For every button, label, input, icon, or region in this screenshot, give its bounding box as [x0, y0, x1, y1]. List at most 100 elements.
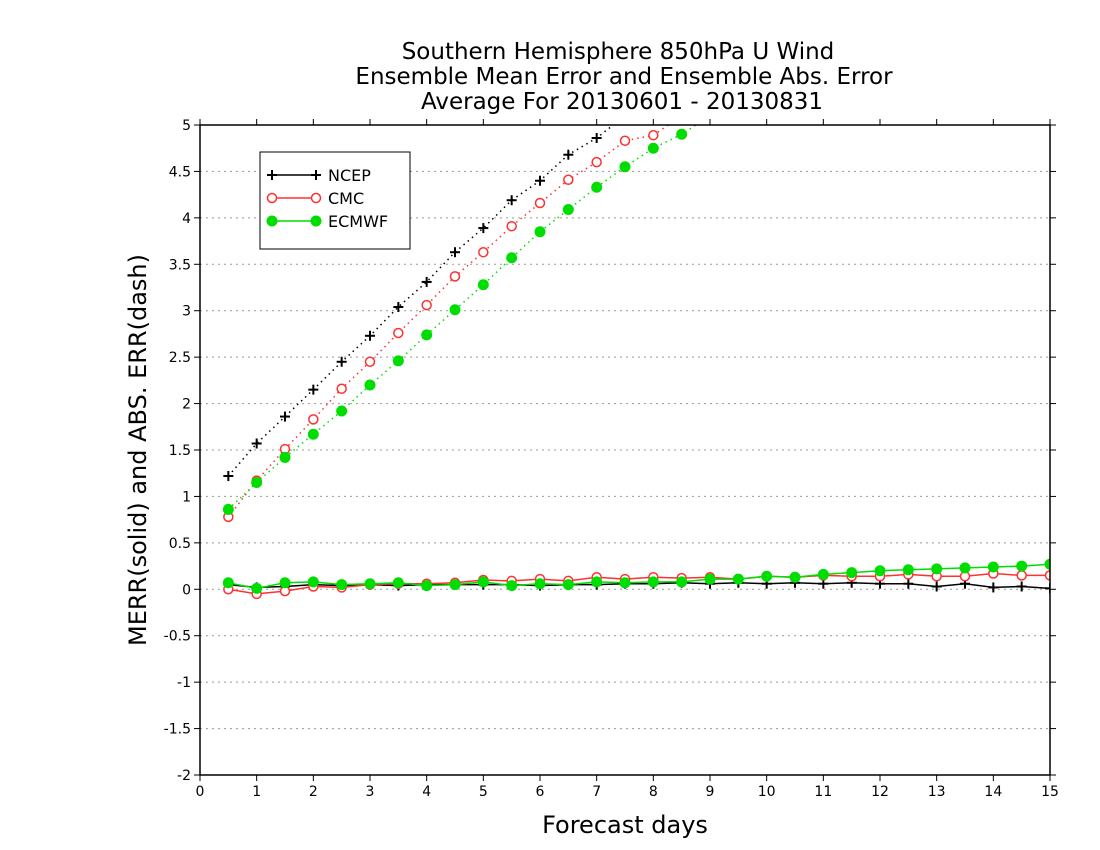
open-circle-marker	[506, 220, 517, 232]
plus-marker	[478, 223, 489, 234]
filled-circle-marker	[251, 477, 263, 488]
y-tick-label: -1.5	[164, 722, 191, 738]
ecmwf-abs-error-markers	[222, 128, 688, 515]
filled-circle-marker	[449, 579, 461, 591]
y-tick-label: 3	[182, 304, 191, 320]
legend-box	[259, 151, 411, 250]
y-tick-label: 2.5	[169, 350, 191, 366]
title-line-3: Average For 20130601 - 20130831	[421, 89, 823, 115]
open-circle-marker	[1044, 570, 1050, 581]
open-circle-marker	[310, 192, 322, 204]
x-tick-label: 12	[871, 784, 889, 800]
filled-circle-marker	[392, 577, 404, 589]
y-tick-label: 3.5	[169, 257, 191, 273]
filled-circle-marker	[846, 567, 858, 579]
open-circle-marker	[563, 174, 574, 186]
open-circle-marker	[534, 197, 546, 209]
x-tick-label: 14	[984, 784, 1002, 800]
plus-marker	[1045, 583, 1050, 594]
x-tick-label: 15	[1041, 784, 1059, 800]
filled-circle-marker	[562, 204, 574, 215]
filled-circle-marker	[817, 568, 829, 580]
y-tick-label: 0.5	[169, 536, 191, 552]
legend-label-ncep: NCEP	[328, 166, 371, 185]
plus-marker	[308, 384, 319, 395]
y-tick-label: 4.5	[169, 164, 191, 180]
open-circle-marker	[336, 383, 347, 394]
plus-marker	[311, 170, 321, 180]
legend: NCEP CMC ECMWF	[259, 151, 411, 250]
filled-circle-marker	[902, 564, 914, 576]
open-circle-marker	[308, 414, 319, 425]
y-tick-label: 0	[182, 582, 191, 598]
y-tick-label: 4	[182, 211, 191, 227]
y-tick-label: 2	[182, 397, 191, 413]
filled-circle-marker	[647, 576, 659, 588]
filled-circle-marker	[279, 577, 291, 589]
open-circle-marker	[648, 129, 659, 141]
open-circle-marker	[619, 135, 631, 147]
plus-marker	[591, 133, 602, 143]
legend-entry-ncep: NCEP	[267, 166, 371, 185]
x-tick-label: 9	[706, 784, 715, 800]
filled-circle-marker	[591, 181, 603, 193]
y-tick-label: -2	[177, 768, 191, 784]
filled-circle-marker	[506, 252, 518, 264]
open-circle-marker	[266, 192, 278, 204]
filled-circle-marker	[307, 576, 319, 588]
filled-circle-marker	[251, 582, 263, 594]
plus-marker	[1016, 581, 1027, 592]
filled-circle-marker	[874, 565, 886, 577]
filled-circle-marker	[477, 576, 489, 588]
filled-circle-marker	[789, 571, 801, 583]
filled-circle-marker	[222, 577, 234, 589]
filled-circle-marker	[310, 215, 322, 227]
filled-circle-marker	[534, 226, 546, 238]
y-tick-label: 1	[182, 489, 191, 505]
x-tick-label: 4	[422, 784, 431, 800]
filled-circle-marker	[619, 577, 631, 589]
open-circle-marker	[1016, 570, 1027, 581]
ncep-abs-error-markers	[223, 133, 602, 481]
x-tick-label: 10	[758, 784, 776, 800]
chart-title: Southern Hemisphere 850hPa U Wind Ensemb…	[355, 39, 893, 115]
x-tick-label: 5	[479, 784, 488, 800]
plot-frame	[199, 124, 1051, 776]
filled-circle-marker	[676, 128, 688, 140]
x-axis-ticks: 0 1 2 3 4 5 6 7 8 9 10 11 12 13 14 15	[196, 119, 1059, 800]
filled-circle-marker	[1044, 558, 1050, 570]
y-axis-label: MERR(solid) and ABS. ERR(dash)	[124, 254, 152, 646]
filled-circle-marker	[562, 579, 574, 591]
x-tick-label: 1	[252, 784, 261, 800]
filled-circle-marker	[732, 573, 744, 585]
plus-marker	[988, 582, 999, 593]
filled-circle-marker	[449, 304, 461, 316]
open-circle-marker	[591, 156, 602, 168]
filled-circle-marker	[987, 561, 999, 573]
filled-circle-marker	[619, 161, 631, 173]
plus-marker	[393, 302, 404, 312]
plus-marker	[450, 247, 460, 258]
legend-label-ecmwf: ECMWF	[328, 212, 388, 231]
filled-circle-marker	[761, 570, 773, 582]
plus-marker	[506, 195, 517, 206]
y-tick-label: 5	[182, 118, 191, 134]
plus-marker	[280, 411, 290, 422]
legend-label-cmc: CMC	[328, 189, 364, 208]
y-tick-label: -0.5	[164, 629, 191, 645]
cmc-abs-error-markers	[223, 129, 659, 523]
filled-circle-marker	[336, 579, 348, 591]
x-tick-label: 3	[366, 784, 375, 800]
filled-circle-marker	[931, 563, 943, 575]
filled-circle-marker	[279, 451, 291, 463]
filled-circle-marker	[266, 215, 278, 227]
filled-circle-marker	[477, 279, 489, 291]
y-axis-ticks: -2 -1.5 -1 -0.5 0 0.5 1 1.5 2 2.5 3 3.5 4 4.5 5	[164, 118, 1056, 784]
plus-marker	[535, 175, 545, 186]
plus-marker	[267, 170, 277, 180]
open-circle-marker	[421, 299, 432, 311]
filled-circle-marker	[222, 503, 234, 515]
open-circle-marker	[393, 327, 404, 339]
x-tick-label: 6	[536, 784, 545, 800]
filled-circle-marker	[307, 428, 319, 440]
